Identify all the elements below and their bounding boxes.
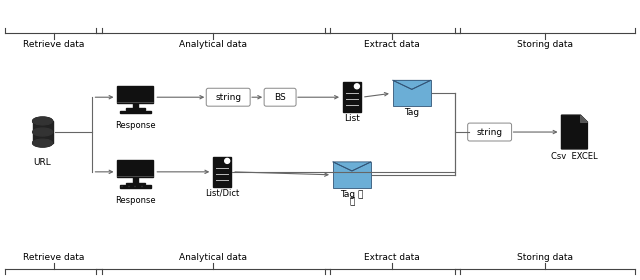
Bar — [126, 108, 145, 110]
Bar — [33, 121, 52, 143]
Text: Retrieve data: Retrieve data — [23, 253, 84, 262]
Ellipse shape — [33, 128, 52, 136]
Bar — [120, 111, 150, 113]
Text: Retrieve data: Retrieve data — [23, 39, 84, 48]
Polygon shape — [333, 162, 371, 171]
Bar — [118, 86, 154, 103]
FancyBboxPatch shape — [264, 88, 296, 106]
Bar — [118, 160, 154, 178]
Text: Response: Response — [115, 121, 156, 130]
FancyBboxPatch shape — [468, 123, 511, 141]
Text: Extract data: Extract data — [364, 39, 420, 48]
Text: string: string — [215, 93, 241, 102]
Polygon shape — [580, 115, 588, 122]
Text: string: string — [477, 127, 502, 137]
Text: 象: 象 — [349, 198, 355, 207]
Ellipse shape — [33, 139, 52, 147]
FancyBboxPatch shape — [206, 88, 250, 106]
Text: Storing data: Storing data — [517, 39, 573, 48]
Polygon shape — [393, 80, 431, 89]
Text: BS: BS — [274, 93, 286, 102]
Circle shape — [225, 158, 230, 164]
Ellipse shape — [33, 117, 52, 125]
Polygon shape — [561, 115, 588, 149]
Text: Csv  EXCEL: Csv EXCEL — [551, 152, 598, 161]
Bar — [333, 162, 371, 188]
Bar — [213, 157, 231, 187]
Circle shape — [355, 84, 360, 89]
Ellipse shape — [33, 117, 52, 125]
Ellipse shape — [33, 139, 52, 147]
Bar — [343, 82, 361, 112]
Bar — [393, 80, 431, 106]
Bar — [132, 178, 138, 183]
Text: URL: URL — [34, 158, 51, 167]
Text: Response: Response — [115, 196, 156, 205]
Text: List/Dict: List/Dict — [205, 189, 239, 198]
Text: Storing data: Storing data — [517, 253, 573, 262]
Text: List: List — [344, 114, 360, 123]
Text: Tag 对: Tag 对 — [340, 190, 364, 199]
Text: Extract data: Extract data — [364, 253, 420, 262]
Text: Analytical data: Analytical data — [179, 39, 247, 48]
Bar — [126, 183, 145, 185]
Text: Tag: Tag — [404, 108, 419, 117]
Text: Analytical data: Analytical data — [179, 253, 247, 262]
Bar — [120, 185, 150, 188]
Bar — [132, 103, 138, 108]
